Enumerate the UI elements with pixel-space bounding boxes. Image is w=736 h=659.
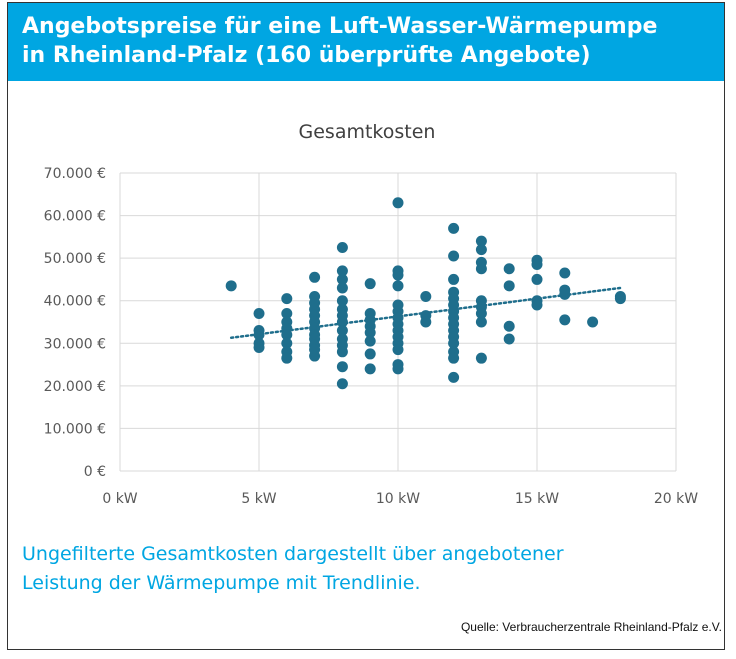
data-point xyxy=(475,244,487,256)
data-point xyxy=(448,273,460,285)
data-point xyxy=(336,361,348,373)
data-point xyxy=(364,327,376,339)
data-point xyxy=(559,288,571,300)
y-tick-label: 0 € xyxy=(84,464,106,480)
data-point xyxy=(420,290,432,302)
data-point xyxy=(336,316,348,328)
x-tick-label: 20 kW xyxy=(654,491,698,507)
x-tick-label: 5 kW xyxy=(241,491,276,507)
data-point xyxy=(503,333,515,345)
data-point xyxy=(531,273,543,285)
data-point xyxy=(253,329,265,341)
data-point xyxy=(531,259,543,271)
y-tick-label: 40.000 € xyxy=(44,294,106,310)
data-point xyxy=(336,346,348,358)
data-point xyxy=(392,269,404,281)
data-point xyxy=(448,337,460,349)
data-point xyxy=(281,307,293,319)
header-title-line2: in Rheinland-Pfalz (160 überprüfte Angeb… xyxy=(22,43,591,68)
data-point xyxy=(364,363,376,375)
source-note: Quelle: Verbraucherzentrale Rheinland-Pf… xyxy=(460,620,722,634)
caption-line2: Leistung der Wärmepumpe mit Trendlinie. xyxy=(22,572,421,594)
caption-line1: Ungefilterte Gesamtkosten dargestellt üb… xyxy=(22,543,564,565)
data-point xyxy=(392,363,404,375)
data-point xyxy=(253,342,265,354)
data-point xyxy=(448,222,460,234)
data-point xyxy=(336,242,348,253)
data-point xyxy=(336,282,348,294)
data-point xyxy=(364,335,376,347)
data-point xyxy=(392,280,404,292)
chart-title: Gesamtkosten xyxy=(299,121,436,143)
x-axis-ticks: 0 kW 5 kW 10 kW 15 kW 20 kW xyxy=(102,491,698,507)
y-tick-label: 60.000 € xyxy=(44,209,106,225)
data-point xyxy=(364,348,376,360)
y-tick-label: 50.000 € xyxy=(44,251,106,267)
data-point xyxy=(559,314,571,326)
data-point xyxy=(503,263,515,275)
data-point xyxy=(281,352,293,364)
y-tick-label: 10.000 € xyxy=(44,421,106,437)
data-point xyxy=(225,280,237,292)
data-point xyxy=(364,278,376,290)
data-point xyxy=(281,329,293,341)
data-point xyxy=(309,350,321,362)
data-point xyxy=(503,280,515,292)
x-tick-label: 15 kW xyxy=(515,491,559,507)
data-point xyxy=(448,250,460,262)
data-point xyxy=(475,316,487,328)
header-banner: Angebotspreise für eine Luft-Wasser-Wärm… xyxy=(8,3,724,81)
data-point xyxy=(336,265,348,277)
y-tick-label: 70.000 € xyxy=(44,166,106,182)
data-point xyxy=(281,293,293,305)
data-point xyxy=(475,307,487,319)
x-tick-label: 0 kW xyxy=(102,491,137,507)
data-point xyxy=(281,337,293,349)
chart-gridlines xyxy=(119,172,677,472)
y-tick-label: 20.000 € xyxy=(44,379,106,395)
data-point xyxy=(503,320,515,332)
data-point xyxy=(392,197,404,209)
chart-caption: Ungefilterte Gesamtkosten dargestellt üb… xyxy=(22,540,692,598)
y-tick-label: 30.000 € xyxy=(44,336,106,352)
x-tick-label: 10 kW xyxy=(376,491,420,507)
data-point xyxy=(587,316,599,328)
data-point xyxy=(309,271,321,283)
y-axis-ticks: 0 € 10.000 € 20.000 € 30.000 € 40.000 € 50.00… xyxy=(44,166,106,480)
data-points xyxy=(225,197,626,390)
data-point xyxy=(531,299,543,311)
data-point xyxy=(475,263,487,275)
data-point xyxy=(253,307,265,319)
data-point xyxy=(336,295,348,307)
data-point xyxy=(475,235,487,247)
infographic-frame: Angebotspreise für eine Luft-Wasser-Wärm… xyxy=(7,2,725,650)
data-point xyxy=(336,378,348,390)
data-point xyxy=(448,371,460,383)
data-point xyxy=(392,344,404,356)
data-point xyxy=(336,325,348,337)
data-point xyxy=(475,352,487,364)
header-title-line1: Angebotspreise für eine Luft-Wasser-Wärm… xyxy=(22,14,658,39)
data-point xyxy=(614,293,626,305)
data-point xyxy=(336,273,348,285)
data-point xyxy=(448,352,460,364)
data-point xyxy=(559,267,571,279)
data-point xyxy=(420,316,432,328)
